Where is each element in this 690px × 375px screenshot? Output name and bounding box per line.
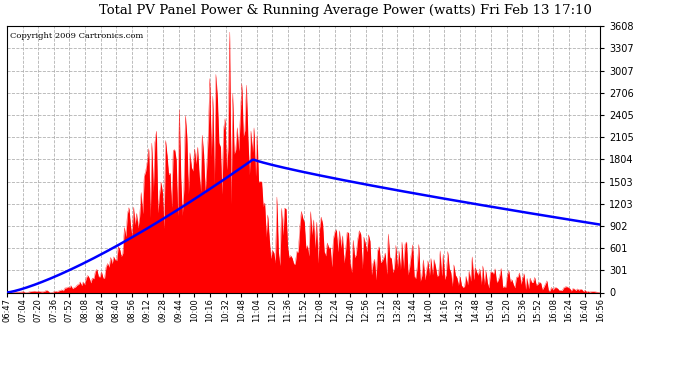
Text: Copyright 2009 Cartronics.com: Copyright 2009 Cartronics.com: [10, 32, 143, 40]
Text: Total PV Panel Power & Running Average Power (watts) Fri Feb 13 17:10: Total PV Panel Power & Running Average P…: [99, 4, 591, 17]
